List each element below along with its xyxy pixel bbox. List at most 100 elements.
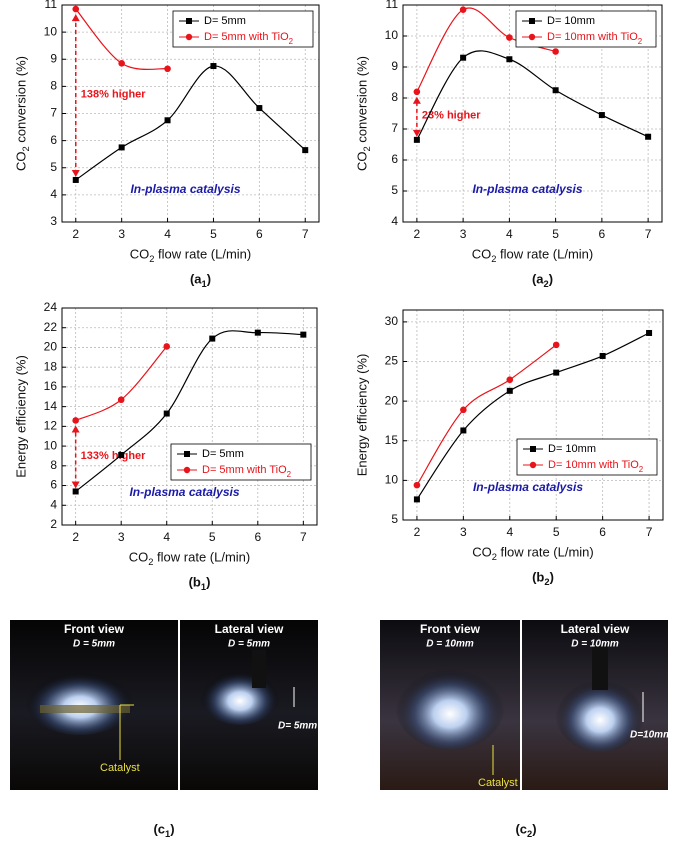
annotation-arrowhead — [412, 129, 421, 137]
data-point — [300, 331, 307, 338]
data-point — [163, 343, 171, 350]
data-point — [460, 406, 467, 414]
y-tick-label: 5 — [391, 512, 398, 526]
plasma — [555, 672, 645, 752]
annotation-arrowhead — [71, 481, 80, 489]
data-point — [302, 147, 309, 154]
plasma — [200, 665, 280, 725]
legend-marker — [528, 33, 536, 41]
y-tick-label: 18 — [44, 359, 58, 373]
y-tick-label: 6 — [50, 478, 57, 492]
panel-label: (c1) — [153, 821, 174, 839]
x-tick-label: 3 — [460, 525, 467, 539]
y-axis-label: CO2 conversion (%) — [354, 56, 372, 171]
photo-title: Lateral view — [215, 622, 284, 636]
y-tick-label: 30 — [385, 314, 399, 328]
data-point — [506, 34, 513, 41]
y-tick-label: 20 — [385, 393, 399, 407]
catalyst-label: Catalyst — [100, 762, 140, 774]
photo-d: D = 5mm — [228, 639, 270, 650]
data-point — [646, 329, 653, 336]
data-point — [72, 176, 79, 183]
y-tick-label: 8 — [391, 90, 398, 104]
data-point — [72, 488, 79, 495]
x-tick-label: 3 — [118, 530, 125, 544]
annotation: 138% higher — [81, 88, 147, 100]
plot-frame — [402, 309, 664, 521]
photo-title: Front view — [64, 622, 125, 636]
annotation-arrowhead — [71, 14, 80, 22]
y-tick-label: 5 — [391, 183, 398, 197]
annotation: 133% higher — [81, 450, 147, 462]
photo-d: D = 10mm — [571, 639, 619, 650]
data-point — [553, 369, 560, 376]
legend-label: D= 5mm — [204, 15, 246, 27]
panel-label: (b2) — [532, 569, 554, 587]
legend-label: D= 10mm with TiO2 — [548, 459, 643, 474]
data-point — [459, 6, 467, 13]
y-tick-label: 14 — [44, 399, 58, 413]
data-point — [256, 105, 263, 112]
legend-marker — [185, 33, 193, 41]
y-tick-label: 9 — [391, 59, 398, 73]
x-tick-label: 5 — [209, 530, 216, 544]
annotation: In-plasma catalysis — [129, 485, 239, 499]
data-point — [72, 5, 80, 13]
photo-title: Front view — [420, 622, 481, 636]
panel-label: (c2) — [515, 821, 536, 839]
data-point — [413, 481, 421, 489]
y-tick-label: 7 — [50, 106, 57, 120]
x-tick-label: 6 — [256, 227, 263, 241]
x-tick-label: 4 — [506, 227, 513, 241]
y-tick-label: 7 — [391, 121, 398, 135]
annotation: In-plasma catalysis — [473, 480, 583, 494]
plot-frame — [61, 4, 320, 223]
y-tick-label: 4 — [391, 214, 398, 228]
y-tick-label: 5 — [50, 160, 57, 174]
legend-marker — [529, 461, 537, 469]
annotation: In-plasma catalysis — [472, 182, 582, 196]
data-point — [209, 335, 216, 342]
data-point — [460, 427, 467, 434]
data-point — [210, 63, 217, 70]
data-point — [72, 417, 79, 424]
x-tick-label: 4 — [164, 227, 171, 241]
x-axis-label: CO2 flow rate (L/min) — [472, 544, 594, 562]
x-tick-label: 3 — [460, 227, 467, 241]
x-tick-label: 5 — [210, 227, 217, 241]
legend-marker — [184, 451, 190, 457]
data-point — [413, 88, 421, 96]
x-tick-label: 7 — [645, 227, 652, 241]
y-tick-label: 11 — [386, 0, 399, 11]
data-point — [413, 136, 420, 143]
chart: 5 10 15 20 25 30 2 3 4 5 6 7 CO2 flow rate (L/min) En… — [354, 309, 664, 587]
panel-label: (a2) — [532, 271, 553, 289]
legend-label: D= 10mm — [547, 15, 595, 27]
data-point — [506, 387, 513, 394]
series-line — [75, 65, 306, 181]
x-tick-label: 7 — [646, 525, 653, 539]
electrode — [592, 645, 608, 690]
y-tick-label: 6 — [391, 152, 398, 166]
catalyst-bed — [40, 705, 130, 713]
legend-marker — [529, 18, 535, 24]
legend-label: D= 10mm with TiO2 — [547, 31, 642, 46]
chart: 3 4 5 6 7 8 9 10 11 2 3 4 5 6 7 CO2 flow rate (L/min) CO… — [13, 0, 320, 289]
plasma — [395, 660, 505, 750]
x-tick-label: 2 — [72, 227, 79, 241]
legend-marker — [186, 18, 192, 24]
y-tick-label: 12 — [44, 419, 58, 433]
x-tick-label: 5 — [553, 525, 560, 539]
annotation-arrowhead — [71, 169, 80, 177]
gap-label: D=10mm — [630, 730, 672, 741]
series-line — [416, 344, 557, 486]
x-tick-label: 6 — [599, 227, 606, 241]
data-point — [599, 352, 606, 359]
x-tick-label: 4 — [506, 525, 513, 539]
x-tick-label: 2 — [414, 525, 421, 539]
legend-box — [170, 443, 312, 481]
legend-box — [516, 438, 658, 476]
x-axis-label: CO2 flow rate (L/min) — [130, 246, 252, 264]
gap-label: D= 5mm — [278, 721, 317, 732]
